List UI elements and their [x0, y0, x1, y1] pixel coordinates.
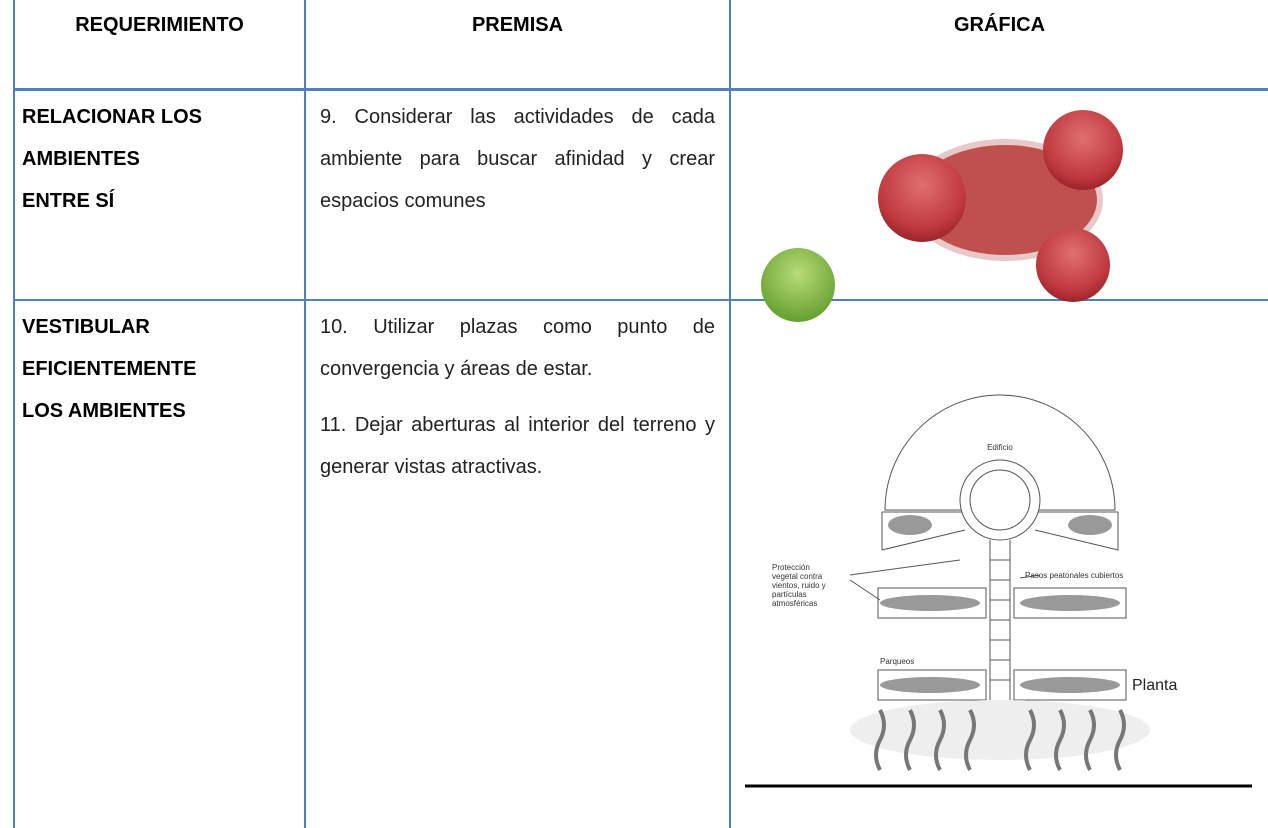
label: atmosféricas [772, 599, 817, 608]
header-rule [13, 88, 1268, 91]
border [729, 0, 731, 828]
label: Parqueos [880, 657, 914, 666]
header-cell: REQUERIMIENTO [75, 14, 244, 36]
paragraph: 10. Utilizar plazas como punto de conver… [320, 316, 715, 380]
label: vegetal contra [772, 572, 823, 581]
line: LOS AMBIENTES [22, 400, 186, 422]
line: RELACIONAR LOS [22, 106, 202, 128]
line: EFICIENTEMENTE [22, 358, 197, 380]
label: vientos, ruido y [772, 581, 826, 590]
label: Pasos peatonales cubiertos [1025, 571, 1123, 580]
line: AMBIENTES [22, 148, 140, 170]
paragraph: 11. Dejar aberturas al interior del terr… [320, 414, 715, 478]
border [13, 0, 15, 828]
premise: 9. Considerar las actividades de cada am… [320, 96, 715, 236]
premise: 10. Utilizar plazas como punto de conver… [320, 306, 715, 502]
label: Protección [772, 563, 810, 572]
requirement: RELACIONAR LOS AMBIENTES ENTRE SÍ [22, 96, 202, 222]
label: Edificio [987, 443, 1013, 452]
border [304, 0, 306, 828]
row-rule [13, 299, 1268, 301]
label: partículas [772, 590, 807, 599]
header-cell: GRÁFICA [953, 14, 1046, 36]
header-cell: PREMISA [471, 14, 564, 36]
line: VESTIBULAR [22, 316, 150, 338]
line: ENTRE SÍ [22, 190, 115, 212]
caption: Planta [1132, 677, 1177, 694]
paragraph: 9. Considerar las actividades de cada am… [320, 106, 715, 212]
site-plan [849, 394, 1150, 771]
relation-diagram [761, 110, 1123, 322]
plan-labels: Edificio Protección vegetal contra vient… [772, 443, 1177, 694]
requirement: VESTIBULAR EFICIENTEMENTE LOS AMBIENTES [22, 306, 196, 432]
